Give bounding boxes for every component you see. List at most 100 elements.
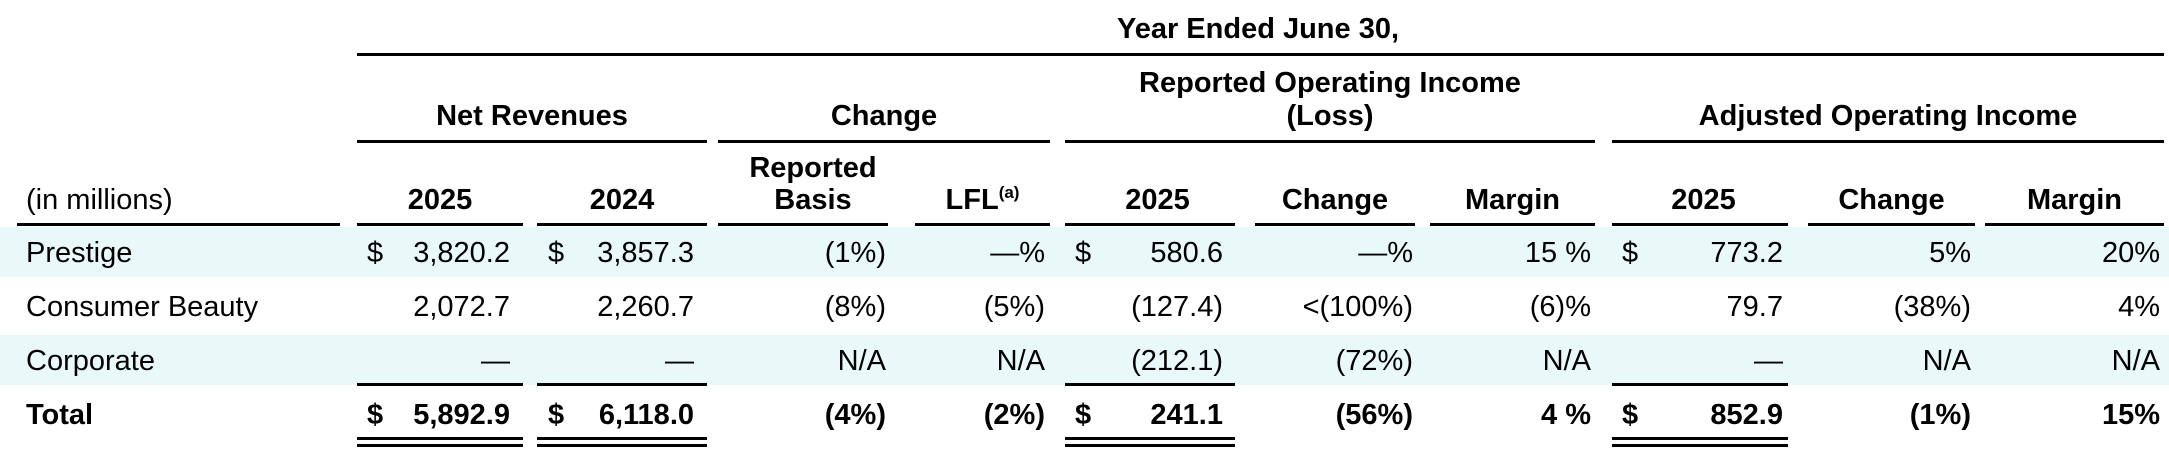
double-rule-nr-2025-b	[357, 444, 523, 447]
table-cell-aoi-2025: 773.2	[1710, 237, 1783, 269]
table-cell-nr-2025-sym: $	[367, 399, 384, 431]
table-cell-roi-sym: $	[1075, 399, 1092, 431]
rule-sub-nr-2024	[537, 383, 707, 386]
table-cell-aoi-change: (38%)	[1893, 291, 1971, 323]
rule-change	[718, 140, 1050, 143]
row-label: Corporate	[26, 345, 155, 377]
row-band-corporate	[0, 335, 2169, 385]
row-band-prestige	[0, 227, 2169, 277]
rule-col-label	[17, 223, 340, 226]
table-cell-aoi-change: 5%	[1929, 237, 1971, 269]
table-cell-nr-2024-sym: $	[548, 399, 565, 431]
row-label: Consumer Beauty	[26, 291, 259, 323]
table-cell-roi-margin: 4 %	[1541, 399, 1591, 431]
table-cell-aoi-change: N/A	[1922, 345, 1971, 377]
table-cell-chg-reported: (8%)	[824, 291, 886, 323]
table-cell-nr-2024: 2,260.7	[597, 291, 694, 323]
group-reported-oi-2: (Loss)	[1286, 100, 1374, 132]
table-cell-chg-lfl: N/A	[996, 345, 1045, 377]
table-cell-nr-2024-sym: $	[548, 237, 565, 269]
group-adjusted-oi: Adjusted Operating Income	[1698, 100, 2078, 132]
table-cell-roi-change: <(100%)	[1302, 291, 1413, 323]
rule-net-revenues	[357, 140, 707, 143]
table-cell-nr-2024: 3,857.3	[597, 237, 694, 269]
col-header-roi-change: Change	[1281, 184, 1389, 216]
double-rule-nr-2024-b	[537, 444, 707, 447]
table-cell-roi-change: —%	[1358, 237, 1413, 269]
table-cell-roi-2025: (212.1)	[1131, 345, 1223, 377]
rule-col-aoi-2025	[1612, 223, 1788, 226]
table-cell-aoi-margin: 4%	[2118, 291, 2160, 323]
table-cell-roi-change: (72%)	[1335, 345, 1413, 377]
table-cell-nr-2024: 6,118.0	[598, 399, 694, 431]
double-rule-roi-2025-a	[1065, 437, 1235, 440]
rule-col-roi-change	[1255, 223, 1415, 226]
rule-col-roi-2025	[1065, 223, 1235, 226]
rule-col-aoi-margin	[1985, 223, 2164, 226]
col-header-roi-margin: Margin	[1464, 184, 1561, 216]
table-cell-chg-reported: (4%)	[824, 399, 886, 431]
col-header-aoi-2025: 2025	[1671, 184, 1736, 216]
table-cell-nr-2025-sym: $	[367, 237, 384, 269]
double-rule-nr-2025-a	[357, 437, 523, 440]
rule-adjusted-oi	[1612, 140, 2164, 143]
table-cell-nr-2025: 3,820.2	[413, 237, 510, 269]
lfl-footnote-marker: (a)	[998, 183, 1020, 202]
table-cell-roi-sym: $	[1075, 237, 1092, 269]
table-cell-aoi-sym: $	[1622, 399, 1639, 431]
double-rule-nr-2024-a	[537, 437, 707, 440]
table-cell-aoi-margin: N/A	[2111, 345, 2160, 377]
period-rule	[357, 53, 2164, 56]
group-net-revenues: Net Revenues	[436, 100, 628, 132]
table-cell-aoi-margin: 15%	[2101, 399, 2160, 431]
table-cell-roi-2025: 241.1	[1150, 399, 1223, 431]
table-cell-chg-lfl: (2%)	[983, 399, 1045, 431]
rule-col-roi-margin	[1430, 223, 1595, 226]
table-cell-nr-2024: —	[665, 345, 694, 377]
rule-sub-nr-2025	[357, 383, 523, 386]
table-cell-roi-2025: (127.4)	[1131, 291, 1223, 323]
rule-col-nr-2025	[357, 223, 523, 226]
col-header-nr-2025: 2025	[407, 184, 473, 216]
rule-col-reported-basis	[718, 223, 888, 226]
table-cell-roi-change: (56%)	[1335, 399, 1413, 431]
table-cell-nr-2025: —	[481, 345, 510, 377]
table-cell-roi-margin: 15 %	[1524, 237, 1591, 269]
row-label: Total	[26, 399, 94, 431]
group-change: Change	[830, 100, 938, 132]
table-cell-roi-margin: N/A	[1542, 345, 1591, 377]
table-cell-aoi-2025: —	[1754, 345, 1783, 377]
table-cell-chg-reported: (1%)	[824, 237, 886, 269]
col-header-reported-basis: Reported	[749, 152, 877, 184]
table-cell-chg-lfl: —%	[990, 237, 1045, 269]
rule-col-aoi-change	[1808, 223, 1975, 226]
table-cell-roi-2025: 580.6	[1150, 237, 1223, 269]
col-header-reported-basis-2: Basis	[774, 184, 852, 216]
row-label: Prestige	[26, 237, 133, 269]
rule-col-nr-2024	[537, 223, 707, 226]
table-cell-aoi-sym: $	[1622, 237, 1639, 269]
table-cell-aoi-margin: 20%	[2101, 237, 2160, 269]
rule-col-lfl	[915, 223, 1050, 226]
col-header-lfl: LFL(a)	[945, 183, 1020, 216]
table-cell-aoi-2025: 79.7	[1726, 291, 1783, 323]
double-rule-roi-2025-b	[1065, 444, 1235, 447]
col-header-nr-2024: 2024	[589, 184, 655, 216]
table-cell-nr-2025: 2,072.7	[413, 291, 510, 323]
rule-reported-oi	[1065, 140, 1595, 143]
period-title: Year Ended June 30,	[1116, 13, 1400, 45]
double-rule-aoi-2025-a	[1612, 437, 1788, 440]
group-reported-oi: Reported Operating Income	[1139, 67, 1521, 99]
table-cell-aoi-change: (1%)	[1909, 399, 1971, 431]
col-header-aoi-margin: Margin	[2026, 184, 2123, 216]
double-rule-aoi-2025-b	[1612, 444, 1788, 447]
rule-sub-aoi-2025	[1612, 383, 1788, 386]
table-cell-nr-2025: 5,892.9	[413, 399, 510, 431]
table-cell-chg-reported: N/A	[837, 345, 886, 377]
col-header-in-millions: (in millions)	[26, 184, 173, 216]
table-cell-roi-margin: (6)%	[1529, 291, 1591, 323]
table-cell-aoi-2025: 852.9	[1710, 399, 1783, 431]
col-header-aoi-change: Change	[1838, 184, 1945, 216]
table-cell-chg-lfl: (5%)	[983, 291, 1045, 323]
rule-sub-roi-2025	[1065, 383, 1235, 386]
